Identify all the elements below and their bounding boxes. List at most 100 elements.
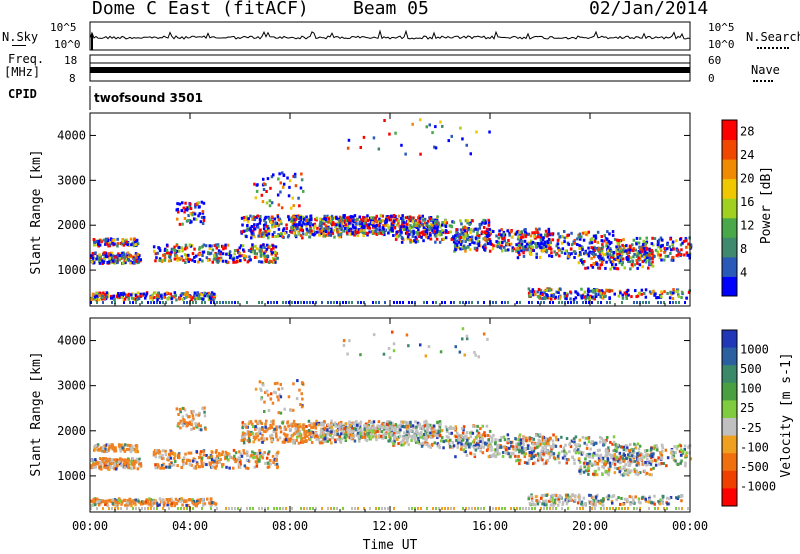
radar-cell	[116, 503, 119, 507]
radar-cell	[268, 244, 271, 248]
radar-cell	[581, 231, 585, 235]
radar-cell	[160, 296, 163, 300]
radar-cell	[485, 234, 489, 238]
radar-cell	[464, 446, 467, 450]
radar-cell	[224, 454, 227, 458]
radar-cell	[360, 222, 364, 226]
ground-scatter-cell	[375, 507, 377, 510]
radar-cell	[266, 461, 270, 465]
radar-cell	[521, 240, 524, 244]
ground-scatter-cell	[138, 507, 140, 510]
radar-cell	[477, 244, 480, 247]
radar-cell	[439, 225, 442, 229]
radar-cell	[560, 241, 564, 245]
radar-cell	[530, 242, 533, 246]
radar-cell	[225, 252, 228, 256]
radar-cell	[619, 239, 623, 243]
radar-cell	[455, 247, 459, 251]
radar-cell	[284, 435, 288, 439]
radar-cell	[293, 229, 296, 232]
radar-cell	[118, 254, 121, 257]
radar-cell	[137, 460, 140, 464]
radar-cell	[400, 443, 403, 447]
radar-cell	[347, 224, 350, 228]
radar-cell	[241, 432, 245, 436]
radar-cell	[306, 434, 309, 438]
radar-cell	[104, 293, 107, 297]
radar-cell	[141, 500, 144, 504]
radar-cell	[194, 465, 198, 468]
radar-cell	[517, 248, 521, 252]
radar-cell	[628, 248, 632, 252]
radar-cell	[248, 420, 251, 424]
radar-cell	[431, 226, 435, 230]
radar-cell	[253, 255, 257, 259]
ground-scatter-cell	[183, 507, 185, 510]
ground-scatter-cell	[597, 301, 599, 304]
radar-cell	[600, 257, 604, 261]
radar-cell	[626, 247, 630, 251]
radar-cell	[654, 248, 658, 252]
radar-cell	[561, 235, 564, 239]
radar-cell	[343, 219, 346, 223]
ground-scatter-cell	[492, 301, 494, 304]
ground-scatter-cell	[237, 301, 239, 304]
radar-cell	[156, 251, 159, 255]
ground-scatter-cell	[234, 301, 236, 304]
radar-cell	[165, 249, 169, 252]
radar-cell	[646, 253, 649, 257]
radar-cell	[91, 292, 95, 296]
radar-cell	[267, 450, 271, 454]
radar-cell	[579, 253, 582, 256]
radar-cell	[229, 254, 233, 258]
ground-scatter-cell	[327, 507, 329, 510]
radar-cell	[689, 243, 693, 247]
radar-cell	[360, 218, 363, 222]
radar-cell	[291, 439, 294, 443]
radar-cell	[148, 502, 151, 506]
radar-cell	[139, 462, 142, 466]
radar-cell	[628, 251, 631, 254]
radar-cell	[162, 501, 166, 505]
radar-cell	[459, 219, 462, 223]
radar-cell	[577, 235, 581, 239]
radar-cell	[660, 295, 663, 299]
radar-cell	[357, 228, 361, 232]
ground-scatter-cell	[408, 507, 410, 510]
radar-cell	[234, 451, 238, 455]
radar-cell	[180, 209, 183, 213]
ground-scatter-cell	[147, 301, 149, 304]
ground-scatter-cell	[276, 301, 278, 304]
radar-cell	[275, 462, 279, 466]
radar-cell	[589, 289, 593, 293]
radar-cell	[482, 218, 485, 222]
radar-cell	[399, 428, 402, 432]
radar-cell	[97, 292, 100, 296]
radar-cell	[304, 432, 308, 436]
radar-cell	[592, 295, 595, 299]
radar-cell	[652, 289, 655, 293]
radar-cell	[194, 254, 198, 258]
ground-scatter-cell	[396, 301, 398, 304]
radar-cell	[342, 229, 345, 233]
radar-cell	[373, 231, 376, 235]
radar-cell	[459, 126, 462, 130]
radar-cell	[272, 419, 275, 423]
radar-cell	[108, 241, 111, 245]
radar-cell	[374, 431, 377, 435]
radar-cell	[267, 232, 271, 236]
radar-cell	[398, 224, 401, 228]
radar-cell	[672, 255, 675, 259]
radar-cell	[657, 296, 660, 299]
radar-cell	[374, 224, 377, 228]
radar-cell	[500, 244, 503, 248]
ground-scatter-cell	[381, 507, 383, 510]
radar-cell	[526, 232, 530, 236]
ground-scatter-cell	[453, 507, 455, 510]
radar-cell	[487, 455, 491, 459]
radar-cell	[464, 232, 467, 236]
radar-cell	[428, 123, 431, 127]
ground-scatter-cell	[411, 301, 413, 304]
radar-cell	[248, 439, 251, 443]
radar-cell	[162, 503, 166, 507]
